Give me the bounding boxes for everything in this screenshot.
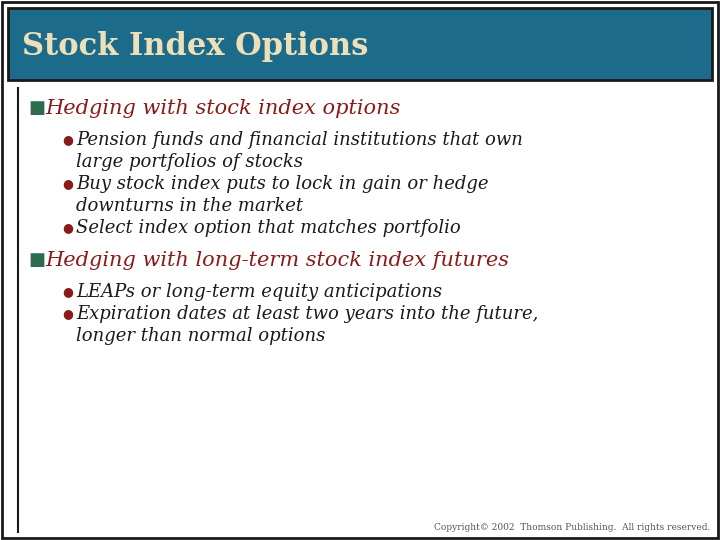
Text: Buy stock index puts to lock in gain or hedge: Buy stock index puts to lock in gain or … xyxy=(76,175,488,193)
Text: ●: ● xyxy=(62,221,73,234)
Text: Copyright© 2002  Thomson Publishing.  All rights reserved.: Copyright© 2002 Thomson Publishing. All … xyxy=(433,523,710,532)
Text: LEAPs or long-term equity anticipations: LEAPs or long-term equity anticipations xyxy=(76,283,442,301)
Text: ●: ● xyxy=(62,178,73,191)
Text: Pension funds and financial institutions that own: Pension funds and financial institutions… xyxy=(76,131,523,149)
Text: downturns in the market: downturns in the market xyxy=(76,197,303,215)
Text: large portfolios of stocks: large portfolios of stocks xyxy=(76,153,303,171)
Text: Stock Index Options: Stock Index Options xyxy=(22,31,369,63)
Text: Select index option that matches portfolio: Select index option that matches portfol… xyxy=(76,219,461,237)
Text: Expiration dates at least two years into the future,: Expiration dates at least two years into… xyxy=(76,305,539,323)
Text: ●: ● xyxy=(62,286,73,299)
FancyBboxPatch shape xyxy=(8,8,712,80)
Text: ●: ● xyxy=(62,133,73,146)
Text: ■: ■ xyxy=(28,99,45,117)
Text: ■: ■ xyxy=(28,251,45,269)
Text: longer than normal options: longer than normal options xyxy=(76,327,325,345)
Text: Hedging with long-term stock index futures: Hedging with long-term stock index futur… xyxy=(45,251,509,269)
Text: Hedging with stock index options: Hedging with stock index options xyxy=(45,98,400,118)
Text: ●: ● xyxy=(62,307,73,321)
